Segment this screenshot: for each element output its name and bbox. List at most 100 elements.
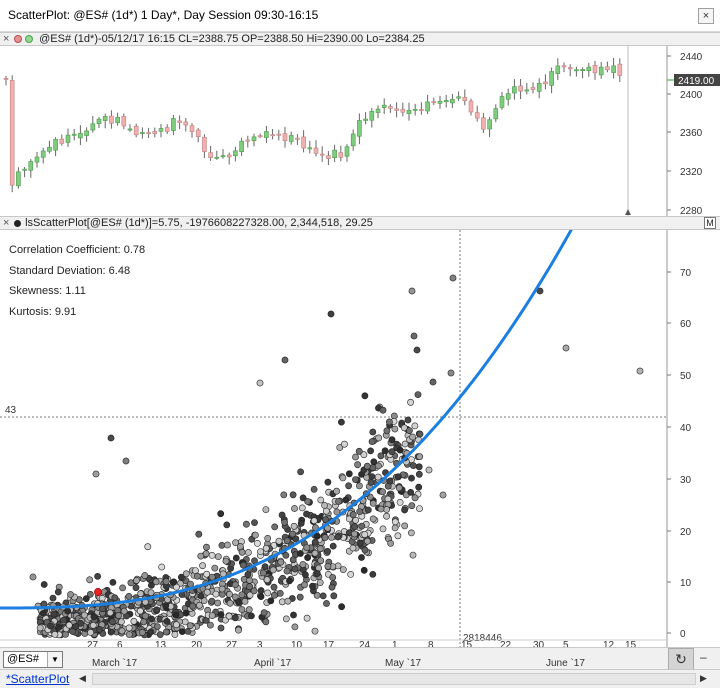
- scatter-point: [125, 592, 133, 600]
- scatter-point: [119, 584, 126, 592]
- date-axis-month-label: March `17: [92, 657, 137, 669]
- candle-body: [363, 118, 368, 121]
- scatter-point: [303, 510, 310, 518]
- scatter-point: [290, 522, 298, 530]
- highlighted-point: [94, 588, 102, 596]
- scatter-point: [164, 596, 171, 603]
- candle-body: [375, 108, 381, 113]
- price-chart[interactable]: 2440 2400 2360 2320 2280 2419.00: [0, 46, 720, 216]
- scatter-point: [182, 570, 190, 578]
- close-icon[interactable]: ×: [698, 8, 714, 24]
- scatter-point: [239, 561, 247, 569]
- scatter-point: [50, 610, 58, 618]
- scatter-point: [152, 578, 160, 586]
- scatter-axis-label: 10: [680, 578, 692, 589]
- scatter-point: [447, 369, 455, 377]
- collapse-icon[interactable]: –: [700, 650, 707, 664]
- candle-body: [146, 132, 151, 135]
- candle-body: [450, 98, 455, 104]
- color-toggle-icon[interactable]: [25, 35, 34, 44]
- scatter-point: [313, 570, 321, 577]
- candle-body: [164, 127, 170, 132]
- horizontal-scrollbar[interactable]: [92, 673, 696, 685]
- scatter-point: [388, 448, 396, 456]
- scatter-point: [301, 581, 308, 589]
- scatter-point: [562, 344, 570, 352]
- date-axis-months: March `17 April `17 May `17 June `17: [92, 657, 585, 669]
- scatter-point: [263, 576, 271, 584]
- scatter-point: [400, 424, 408, 432]
- candle-body: [53, 139, 58, 151]
- scatter-point: [89, 621, 97, 629]
- scatter-point: [345, 482, 352, 490]
- visibility-toggle-icon[interactable]: [14, 35, 22, 44]
- scatter-point: [361, 392, 369, 400]
- symbol-selector[interactable]: @ES# ▼: [3, 651, 63, 668]
- candle-body: [419, 109, 424, 112]
- title-bar: ScatterPlot: @ES# (1d*) 1 Day*, Day Sess…: [0, 0, 720, 32]
- refresh-button[interactable]: ↻: [668, 648, 694, 670]
- candle-body: [431, 101, 437, 104]
- scatter-point: [270, 591, 278, 599]
- scatter-point: [193, 572, 201, 580]
- chevron-down-icon[interactable]: ▼: [47, 652, 62, 667]
- scatter-point: [415, 470, 423, 478]
- scatter-point: [259, 569, 267, 577]
- candle-body: [307, 147, 313, 150]
- maximize-button[interactable]: M: [704, 217, 716, 229]
- scroll-right-icon[interactable]: ▶: [700, 673, 707, 683]
- scatter-panel-readout: lsScatterPlot[@ES# (1d*)]=5.75, -1976608…: [25, 217, 373, 229]
- scatter-point: [339, 474, 347, 482]
- candle-body: [189, 125, 195, 132]
- scatter-point: [153, 623, 161, 630]
- candle-body: [505, 93, 511, 100]
- scatter-point: [195, 530, 203, 538]
- scatter-point: [120, 607, 128, 615]
- date-axis-day-label: 24: [359, 640, 371, 648]
- scatter-point: [330, 592, 338, 600]
- scatter-point: [211, 564, 219, 572]
- scatter-point: [391, 524, 399, 532]
- scatter-point: [290, 611, 297, 619]
- scatter-point: [636, 367, 644, 375]
- scatter-point: [349, 511, 357, 519]
- scatter-point: [199, 562, 206, 570]
- candle-body: [567, 67, 573, 70]
- scatter-point: [360, 451, 368, 459]
- candle-body: [9, 80, 15, 186]
- scatter-point: [291, 505, 298, 512]
- candle-body: [140, 132, 145, 134]
- date-axis-day-label: 30: [533, 640, 545, 648]
- price-axis-label: 2440: [680, 52, 703, 63]
- tab-scatterplot[interactable]: *ScatterPlot: [6, 672, 70, 686]
- scatter-point: [408, 502, 416, 510]
- scatter-point: [214, 553, 222, 560]
- candle-body: [96, 118, 102, 125]
- scatter-point: [278, 511, 286, 519]
- scatter-chart[interactable]: 70 60 50 40 30 20 10 0 43 2818446 27 6 13 20 27 3 10 17 24…: [0, 230, 720, 648]
- candle-body: [388, 106, 393, 109]
- scatter-point: [260, 609, 268, 617]
- candle-body: [245, 139, 251, 142]
- scatter-point: [410, 332, 418, 340]
- scatter-point: [369, 499, 377, 507]
- candle-body: [493, 108, 499, 120]
- scatter-point: [374, 462, 382, 470]
- scatter-point: [217, 624, 225, 632]
- scatter-point: [328, 583, 336, 591]
- scatter-point: [409, 462, 417, 469]
- candle-body: [270, 134, 275, 137]
- scroll-left-icon[interactable]: ◀: [79, 673, 86, 683]
- scatter-point: [416, 453, 424, 461]
- scatter-panel-close-icon[interactable]: ×: [3, 217, 10, 229]
- scatter-point: [242, 520, 250, 528]
- date-axis-day-label: 8: [428, 640, 434, 648]
- candle-body: [226, 154, 232, 158]
- scatter-point: [133, 576, 140, 584]
- price-panel-close-icon[interactable]: ×: [3, 33, 10, 45]
- scatter-point: [162, 578, 170, 585]
- scatter-point: [425, 466, 433, 474]
- scatter-point: [377, 505, 385, 513]
- scatter-point: [281, 356, 289, 364]
- candle-body: [412, 108, 418, 111]
